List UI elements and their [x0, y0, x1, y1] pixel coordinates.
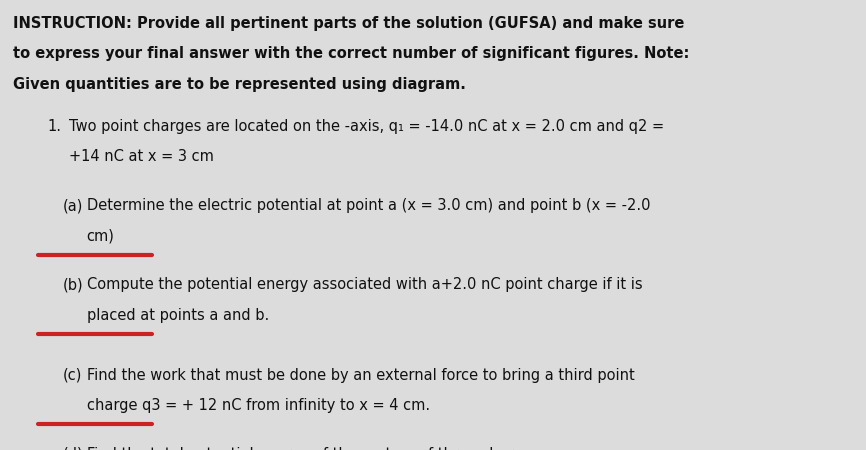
Text: Two point charges are located on the -axis, q₁ = -14.0 nC at x = 2.0 cm and q2 =: Two point charges are located on the -ax… [69, 119, 664, 134]
Text: 1.: 1. [48, 119, 61, 134]
Text: charge q3 = + 12 nC from infinity to x = 4 cm.: charge q3 = + 12 nC from infinity to x =… [87, 398, 430, 413]
Text: (a): (a) [63, 198, 84, 213]
Text: Compute the potential energy associated with a+2.0 nC point charge if it is: Compute the potential energy associated … [87, 277, 643, 292]
Text: Find the total potential energy of the system of three charges.: Find the total potential energy of the s… [87, 447, 544, 450]
Text: (d): (d) [63, 447, 84, 450]
Text: INSTRUCTION: Provide all pertinent parts of the solution (GUFSA) and make sure: INSTRUCTION: Provide all pertinent parts… [13, 16, 684, 31]
Text: to express your final answer with the correct number of significant figures. Not: to express your final answer with the co… [13, 46, 689, 61]
Text: Given quantities are to be represented using diagram.: Given quantities are to be represented u… [13, 77, 466, 92]
Text: placed at points a and b.: placed at points a and b. [87, 308, 268, 323]
Text: (b): (b) [63, 277, 84, 292]
Text: +14 nC at x = 3 cm: +14 nC at x = 3 cm [69, 149, 214, 164]
Text: cm): cm) [87, 229, 114, 243]
Text: (c): (c) [63, 368, 82, 382]
Text: Determine the electric potential at point a (x = 3.0 cm) and point b (x = -2.0: Determine the electric potential at poin… [87, 198, 650, 213]
Text: Find the work that must be done by an external force to bring a third point: Find the work that must be done by an ex… [87, 368, 635, 382]
